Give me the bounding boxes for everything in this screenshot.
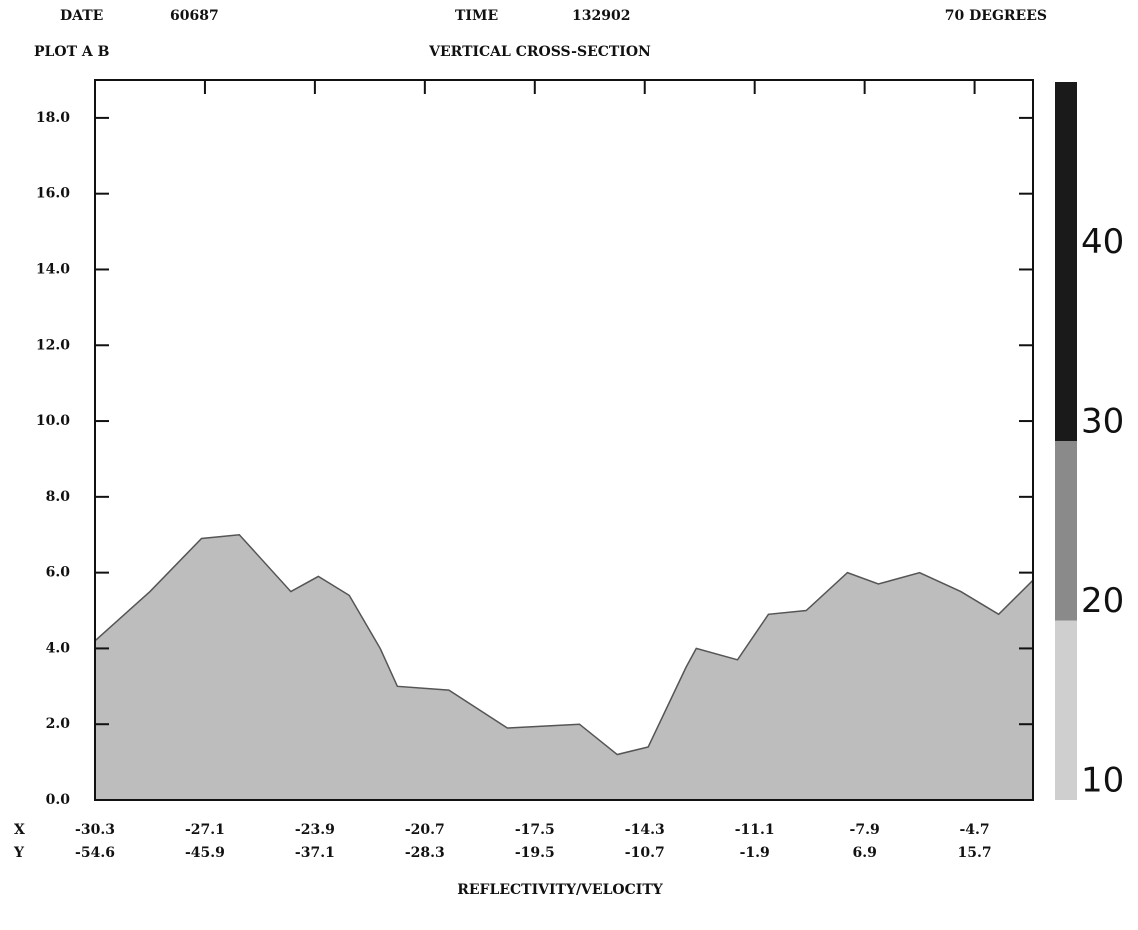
time-label: TIME — [455, 8, 498, 24]
y-coord-label: -10.7 — [625, 845, 665, 861]
x-tick-label: -4.7 — [960, 822, 990, 838]
y-tick-label: 0.0 — [46, 792, 71, 808]
plot-label: PLOT A B — [34, 44, 110, 60]
y-tick-label: 14.0 — [36, 261, 70, 277]
y-tick-label: 12.0 — [36, 337, 70, 353]
colorbar-tick-label: 30 — [1081, 402, 1124, 442]
x-tick-label: -11.1 — [735, 822, 775, 838]
x-tick-label: -17.5 — [515, 822, 555, 838]
colorbar-band — [1055, 620, 1077, 800]
y-tick-label: 10.0 — [36, 413, 70, 429]
y-coord-label: -37.1 — [295, 845, 335, 861]
x-tick-label: -23.9 — [295, 822, 335, 838]
y-tick-label: 18.0 — [36, 110, 70, 126]
colorbar-tick-label: 10 — [1081, 761, 1124, 801]
plot-frame — [94, 79, 1034, 801]
x-tick-label: -14.3 — [625, 822, 665, 838]
y-tick-label: 16.0 — [36, 186, 70, 202]
date: 60687 — [170, 8, 219, 24]
y-coord-label: 6.9 — [852, 845, 876, 861]
y-coord-label: -54.6 — [75, 845, 115, 861]
echo-area — [94, 533, 1034, 801]
footer: REFLECTIVITY/VELOCITY — [457, 882, 663, 898]
angle: 70 DEGREES — [945, 8, 1047, 24]
colorbar-band — [1055, 82, 1077, 441]
y-tick-label: 8.0 — [46, 489, 71, 505]
y-coord-label: -45.9 — [185, 845, 225, 861]
x-tick-label: -27.1 — [185, 822, 225, 838]
y-coord-label: 15.7 — [958, 845, 992, 861]
y-row-label: Y — [13, 845, 25, 861]
y-tick-label: 6.0 — [46, 565, 71, 581]
y-tick-label: 4.0 — [46, 640, 71, 656]
colorbar-tick-label: 20 — [1081, 581, 1124, 621]
x-tick-label: -7.9 — [850, 822, 880, 838]
y-coord-label: -28.3 — [405, 845, 445, 861]
date-label: DATE — [60, 8, 103, 24]
colorbar-band — [1055, 441, 1077, 621]
x-tick-label: -30.3 — [75, 822, 115, 838]
y-coord-label: -19.5 — [515, 845, 555, 861]
y-coord-label: -1.9 — [740, 845, 770, 861]
time: 132902 — [572, 8, 630, 24]
colorbar-tick-label: 40 — [1081, 222, 1124, 262]
subtitle: VERTICAL CROSS-SECTION — [428, 44, 651, 60]
y-tick-label: 2.0 — [46, 716, 71, 732]
x-row-label: X — [14, 822, 25, 838]
x-tick-label: -20.7 — [405, 822, 445, 838]
